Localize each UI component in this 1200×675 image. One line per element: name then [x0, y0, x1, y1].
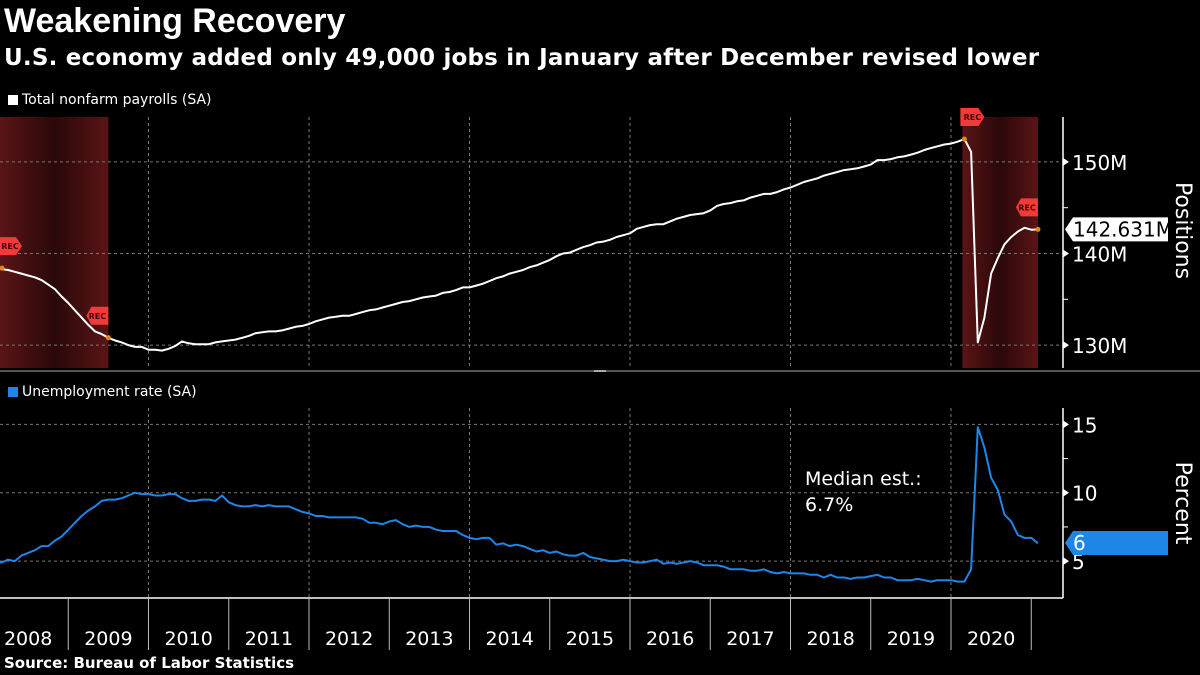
x-tick-label: 2013 — [405, 628, 453, 650]
y-tick-label: 10 — [1072, 482, 1097, 506]
y-tick-label: 5 — [1072, 550, 1085, 574]
unemployment-line — [0, 426, 1039, 583]
median-estimate-annotation: 6.7% — [805, 494, 853, 516]
recession-marker-label: REC — [1018, 203, 1036, 212]
recession-point-marker — [0, 265, 5, 271]
chart-title: Weakening Recovery — [4, 2, 346, 40]
legend-payrolls: Total nonfarm payrolls (SA) — [8, 92, 212, 108]
x-tick-label: 2008 — [4, 628, 52, 650]
median-estimate-annotation: Median est.: — [805, 468, 922, 490]
x-tick-label: 2009 — [84, 628, 132, 650]
y-tick-label: 140M — [1072, 242, 1127, 266]
recession-marker-label: REC — [89, 312, 107, 321]
recession-marker-label: REC — [964, 113, 982, 122]
recession-point-marker — [105, 335, 111, 341]
x-tick-label: 2020 — [967, 628, 1015, 650]
y-tick-mark — [1063, 249, 1069, 258]
x-tick-label: 2011 — [245, 628, 293, 650]
legend-unemployment: Unemployment rate (SA) — [8, 384, 197, 400]
recession-marker-flag — [1015, 198, 1038, 217]
y-axis-title: Percent — [1170, 462, 1195, 545]
y-tick-label: 150M — [1072, 151, 1127, 175]
y-tick-mark — [1063, 557, 1069, 566]
source-note: Source: Bureau of Labor Statistics — [4, 654, 295, 672]
legend-label-payrolls: Total nonfarm payrolls (SA) — [22, 92, 212, 108]
y-tick-label: 15 — [1072, 413, 1097, 437]
y-tick-mark — [1063, 420, 1069, 429]
x-tick-label: 2012 — [325, 628, 373, 650]
x-tick-label: 2017 — [726, 628, 774, 650]
y-tick-mark — [1063, 157, 1069, 166]
recession-marker-label: REC — [1, 242, 19, 251]
legend-swatch-unemployment — [8, 387, 18, 397]
recession-point-marker — [961, 136, 967, 142]
x-tick-label: 2018 — [806, 628, 854, 650]
last-value-label: 142.631M — [1073, 217, 1173, 241]
x-tick-label: 2015 — [566, 628, 614, 650]
recession-marker-flag — [0, 237, 22, 256]
x-tick-label: 2019 — [887, 628, 935, 650]
last-value-tag — [1065, 217, 1168, 242]
last-value-tag — [1065, 531, 1168, 555]
y-tick-mark — [1063, 488, 1069, 497]
x-tick-label: 2016 — [646, 628, 694, 650]
legend-swatch-payrolls — [8, 95, 18, 105]
recession-point-marker — [1035, 226, 1041, 232]
recession-marker-flag — [86, 306, 109, 325]
recession-marker-flag — [960, 107, 985, 126]
y-tick-mark — [1063, 341, 1069, 350]
payrolls-line — [0, 138, 1038, 352]
y-tick-label: 130M — [1072, 334, 1127, 358]
last-value-label: 6 — [1073, 531, 1086, 555]
chart-subtitle: U.S. economy added only 49,000 jobs in J… — [4, 45, 1040, 71]
x-tick-label: 2010 — [164, 628, 212, 650]
y-axis-title: Positions — [1170, 182, 1195, 279]
legend-label-unemployment: Unemployment rate (SA) — [22, 384, 197, 400]
x-tick-label: 2014 — [485, 628, 533, 650]
